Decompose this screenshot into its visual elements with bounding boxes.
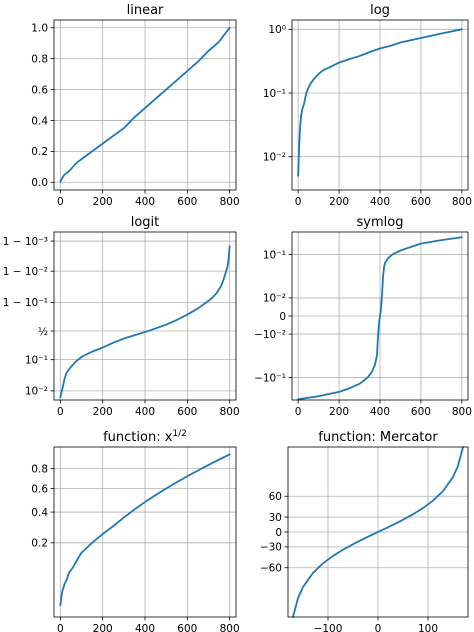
subplot-title: logit: [131, 215, 160, 230]
subplot-6: −100 0 100 −60 −30 0 30 60 function: Mercator: [260, 430, 469, 632]
y-tick-label: 0.4: [31, 507, 48, 519]
y-tick-label: 10⁻²: [25, 386, 48, 398]
x-tick-label: 100: [418, 623, 438, 632]
y-tick-label: 30: [269, 512, 282, 524]
y-tick-label: 0: [275, 527, 282, 539]
subplot-5: 0 200 400 600 800 0.2 0.4 0.6 0.8 function: x1/2: [31, 429, 239, 632]
x-tick-label: 0: [57, 196, 64, 208]
subplot-title: symlog: [357, 215, 404, 230]
y-tick-label: 0.4: [31, 115, 48, 127]
x-tick-label: 600: [177, 406, 197, 418]
y-tick-label: 0.6: [31, 483, 48, 495]
series-line: [297, 236, 463, 401]
y-tick-label: 10⁰: [268, 24, 286, 36]
series-line: [297, 28, 463, 177]
x-tick-label: 400: [135, 623, 155, 632]
series-line: [59, 245, 231, 399]
subplot-2: 0 200 400 600 800 10⁻² 10⁻¹ 10⁰ log: [263, 3, 472, 208]
y-tick-label: −10⁻²: [254, 329, 286, 341]
y-tick-label: 10⁻¹: [263, 88, 286, 100]
x-tick-label: 200: [329, 406, 349, 418]
x-tick-label: 0: [57, 623, 64, 632]
y-tick-label: 1 − 10⁻²: [3, 266, 48, 278]
y-tick-label: 0.0: [31, 177, 48, 189]
y-tick-label: 0: [279, 311, 286, 323]
y-tick-label: 0.6: [31, 84, 48, 96]
y-tick-label: −10⁻¹: [254, 372, 286, 384]
subplot-title-superscript: 1/2: [172, 429, 186, 439]
y-tick-label: −60: [260, 563, 282, 575]
subplot-3: 0 200 400 600 800 10⁻² 10⁻¹ ½ 1 − 10⁻¹ 1 − 10⁻² 1 …: [3, 215, 240, 418]
y-tick-label: −30: [260, 542, 282, 554]
y-tick-label: 10⁻²: [263, 151, 286, 163]
x-tick-label: 800: [220, 406, 240, 418]
subplot-title: log: [370, 3, 390, 18]
series-line: [292, 446, 464, 618]
x-tick-label: 600: [177, 623, 197, 632]
subplot-title: linear: [127, 3, 164, 18]
y-tick-label: 1.0: [31, 23, 48, 35]
y-tick-label: 60: [269, 491, 282, 503]
y-tick-label: ½: [38, 326, 48, 338]
x-tick-label: −100: [314, 623, 343, 632]
y-tick-label: 10⁻²: [263, 293, 286, 305]
x-tick-label: 200: [93, 406, 113, 418]
subplot-title: function: x1/2: [103, 429, 187, 445]
y-tick-label: 0.2: [31, 538, 48, 550]
y-tick-label: 10⁻¹: [25, 354, 48, 366]
x-tick-label: 600: [411, 196, 431, 208]
x-tick-label: 0: [375, 623, 382, 632]
x-tick-label: 200: [93, 196, 113, 208]
series-line: [59, 453, 231, 607]
x-tick-label: 800: [220, 623, 240, 632]
x-tick-label: 400: [370, 196, 390, 208]
x-tick-label: 600: [177, 196, 197, 208]
series-line: [59, 26, 231, 183]
y-tick-label: 10⁻¹: [263, 249, 286, 261]
x-tick-label: 0: [295, 406, 302, 418]
y-tick-label: 0.8: [31, 463, 48, 475]
subplot-4: 0 200 400 600 800 −10⁻¹ −10⁻² 0 10⁻² 10⁻¹ symlog: [254, 215, 472, 418]
y-tick-label: 0.8: [31, 53, 48, 65]
x-tick-label: 400: [370, 406, 390, 418]
subplot-title: function: Mercator: [318, 430, 438, 445]
x-tick-label: 400: [135, 196, 155, 208]
y-tick-label: 1 − 10⁻¹: [3, 297, 48, 309]
x-tick-label: 800: [452, 196, 472, 208]
y-tick-label: 1 − 10⁻³: [3, 236, 48, 248]
x-tick-label: 800: [452, 406, 472, 418]
x-tick-label: 600: [411, 406, 431, 418]
subplot-1: 0 200 400 600 800 0.0 0.2 0.4 0.6 0.8 1.0 linear: [31, 3, 239, 208]
x-tick-label: 200: [329, 196, 349, 208]
x-tick-label: 800: [220, 196, 240, 208]
x-tick-label: 200: [93, 623, 113, 632]
x-tick-label: 400: [135, 406, 155, 418]
x-tick-label: 0: [295, 196, 302, 208]
y-tick-label: 0.2: [31, 146, 48, 158]
x-tick-label: 0: [57, 406, 64, 418]
